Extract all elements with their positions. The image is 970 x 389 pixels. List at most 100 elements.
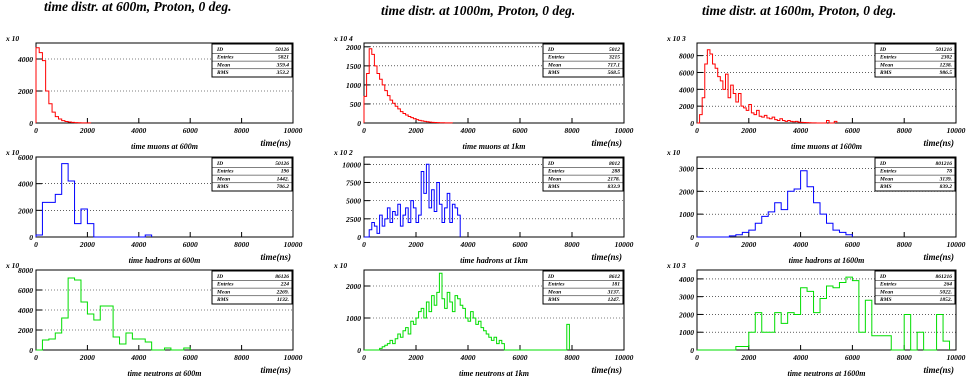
stats-label-id: ID — [216, 274, 223, 280]
y-tick-label: 1000 — [679, 328, 694, 337]
x-tick-label: 2000 — [408, 353, 424, 362]
stats-value-id: 5012 — [609, 47, 620, 53]
stats-value-entries: 196 — [281, 169, 290, 175]
stats-label-entries: Entries — [216, 55, 234, 61]
panel-caption: time hadrons at 1km — [460, 256, 528, 265]
x-tick-label: 2000 — [79, 126, 95, 135]
y-tick-label: 6000 — [679, 68, 694, 77]
plot-frame — [363, 269, 625, 351]
stats-label-id: ID — [216, 47, 223, 53]
histogram-series — [697, 276, 951, 351]
y-tick-label: 0 — [690, 119, 694, 128]
x-tick-label: 4000 — [792, 126, 808, 135]
stats-value-id: 801216 — [936, 161, 953, 167]
plot-frame — [696, 156, 957, 238]
stats-label-entries: Entries — [879, 55, 897, 61]
histogram-panel-1-2: 0 1000 2000 0 2000 4000 6000 8000 10000 x 10 ID 861… — [333, 261, 634, 378]
stats-value-rms: 706.2 — [277, 184, 290, 190]
x-tick-label: 8000 — [234, 353, 249, 362]
x-tick-label: 8000 — [565, 126, 580, 135]
x-tick-label: 8000 — [234, 240, 249, 249]
y-tick-label: 0 — [357, 233, 361, 242]
y-scale-label: x 10 — [333, 261, 347, 270]
stats-value-rms: 353.2 — [276, 70, 290, 76]
stats-value-mean: 1238. — [940, 62, 952, 68]
histogram-series — [35, 47, 92, 124]
x-tick-label: 10000 — [284, 126, 303, 135]
stats-label-entries: Entries — [547, 282, 565, 288]
x-tick-label: 4000 — [130, 240, 146, 249]
stats-value-id: 50126 — [275, 161, 289, 167]
x-tick-label: 6000 — [845, 240, 860, 249]
stats-label-id: ID — [547, 161, 554, 167]
stats-value-id: 861216 — [936, 274, 953, 280]
x-tick-label: 10000 — [615, 353, 634, 362]
stats-label-rms: RMS — [547, 297, 560, 303]
stats-value-rms: 833.9 — [608, 184, 621, 190]
col-title-0: time distr. at 600m, Proton, 0 deg. — [44, 0, 232, 14]
stats-value-mean: 2269. — [276, 289, 289, 295]
stats-label-rms: RMS — [879, 297, 892, 303]
stats-value-rms: 1132. — [277, 297, 289, 303]
stats-label-entries: Entries — [216, 169, 234, 175]
stats-value-rms: 1247. — [608, 297, 620, 303]
histogram-series — [697, 49, 838, 124]
panel-caption: time neutrons at 1600m — [787, 369, 865, 378]
stats-label-id: ID — [547, 274, 554, 280]
x-tick-label: 10000 — [947, 240, 966, 249]
y-tick-label: 10000 — [342, 160, 361, 169]
histogram-series — [697, 170, 853, 238]
y-tick-label: 0 — [29, 346, 33, 355]
y-tick-label: 7500 — [346, 178, 361, 187]
x-axis-title: time(ns) — [592, 252, 623, 262]
stats-box — [874, 270, 956, 305]
stats-label-entries: Entries — [547, 55, 565, 61]
stats-label-mean: Mean — [547, 62, 561, 68]
stats-value-mean: 359.4 — [276, 62, 290, 68]
x-tick-label: 6000 — [513, 126, 528, 135]
histogram-series — [36, 277, 191, 351]
stats-label-rms: RMS — [879, 184, 892, 190]
x-tick-label: 10000 — [615, 126, 634, 135]
y-tick-label: 5000 — [346, 197, 361, 206]
stats-value-entries: 5821 — [278, 55, 289, 61]
stats-label-rms: RMS — [216, 184, 229, 190]
stats-box — [542, 157, 624, 192]
x-tick-label: 4000 — [460, 240, 476, 249]
panel-caption: time neutrons at 600m — [127, 369, 201, 378]
y-tick-label: 2500 — [345, 215, 361, 224]
y-tick-label: 2000 — [17, 206, 33, 215]
y-scale-label: x 10 — [666, 148, 680, 157]
histogram-series — [363, 48, 453, 124]
y-scale-label: x 10 3 — [666, 34, 686, 43]
stats-value-rms: 839.2 — [940, 184, 953, 190]
x-tick-label: 6000 — [513, 353, 528, 362]
x-axis-title: time(ns) — [592, 365, 623, 375]
x-tick-label: 4000 — [792, 240, 808, 249]
stats-value-id: 8612 — [609, 274, 620, 280]
x-axis-title: time(ns) — [924, 365, 955, 375]
y-scale-label: x 10 2 — [333, 148, 353, 157]
stats-value-entries: 181 — [612, 282, 621, 288]
x-tick-label: 0 — [695, 353, 699, 362]
stats-label-id: ID — [879, 47, 886, 53]
y-tick-label: 2000 — [678, 187, 694, 196]
stats-value-entries: 3215 — [608, 55, 620, 61]
stats-value-id: 8012 — [609, 161, 620, 167]
plot-frame — [363, 42, 625, 124]
y-tick-label: 3000 — [678, 293, 694, 302]
histogram-panel-2-0: 0 2000 4000 6000 8000 0 2000 4000 6000 8000 10000 x… — [666, 34, 966, 151]
x-tick-label: 8000 — [565, 240, 580, 249]
x-tick-label: 4000 — [460, 126, 476, 135]
y-tick-label: 500 — [350, 100, 362, 109]
y-tick-label: 3000 — [678, 164, 694, 173]
stats-value-entries: 264 — [943, 282, 953, 288]
y-tick-label: 2000 — [345, 282, 361, 291]
x-tick-label: 4000 — [460, 353, 476, 362]
y-tick-label: 1000 — [346, 314, 361, 323]
x-tick-label: 0 — [362, 240, 366, 249]
stats-label-rms: RMS — [879, 70, 892, 76]
x-tick-label: 4000 — [130, 126, 146, 135]
stats-label-mean: Mean — [216, 289, 230, 295]
plot-frame — [696, 269, 957, 351]
